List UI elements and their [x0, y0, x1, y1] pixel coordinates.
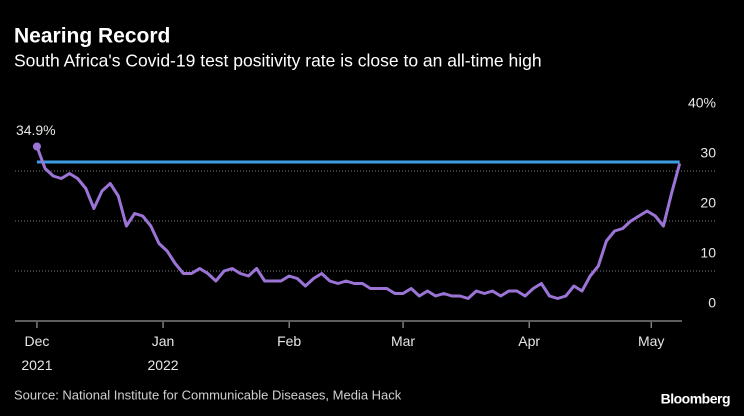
- brand: Bloomberg: [661, 391, 730, 407]
- x-tick-label: Apr: [518, 333, 540, 349]
- y-tick-label: 10: [700, 245, 716, 261]
- point: [32, 142, 41, 151]
- chart-title: Nearing Record: [14, 25, 170, 48]
- x-tick-label: May: [638, 333, 664, 349]
- y-tick-label: 0: [708, 295, 716, 311]
- x-tick-label: Mar: [391, 333, 415, 349]
- y-tick-label: 40%: [688, 95, 716, 111]
- x-tick-label: Jan 2022: [147, 333, 178, 373]
- data-label: 34.9%: [16, 122, 56, 138]
- x-tick-label: Feb: [277, 333, 301, 349]
- line: [35, 145, 682, 300]
- chart-subtitle: South Africa's Covid-19 test positivity …: [14, 51, 542, 71]
- source: Source: National Institute for Communica…: [14, 387, 402, 402]
- y-tick-label: 20: [700, 195, 716, 211]
- y-tick-label: 30: [700, 145, 716, 161]
- x-tick-label: Dec 2021: [21, 333, 52, 373]
